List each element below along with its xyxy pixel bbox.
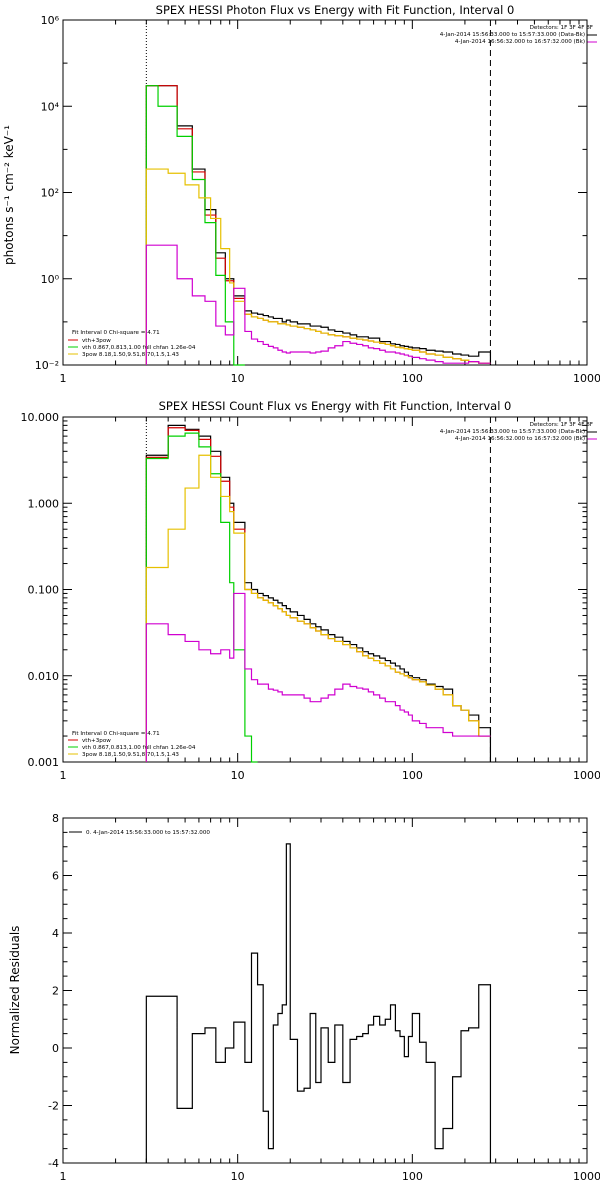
residuals-plot-frame [62,817,588,1164]
count-info-data-interval: 4-Jan-2014 15:56:33.000 to 15:57:33.000 … [440,429,585,435]
count-flux-info: Detectors: 1F 3F 4F 8F 4-Jan-2014 15:56:… [440,422,597,442]
photon-flux-title: SPEX HESSI Photon Flux vs Energy with Fi… [156,3,515,17]
photon-flux-info: Detectors: 1F 3F 4F 8F 4-Jan-2014 15:56:… [440,25,597,45]
count-flux-title: SPEX HESSI Count Flux vs Energy with Fit… [159,399,512,413]
residuals-y-tick-label: 4 [52,927,59,940]
photon-x-tick-label: 10 [231,372,245,385]
count-legend-entry-1: vth 0.867,0.813,1.00 full chfan 1.26e-04 [82,745,196,751]
count-x-tick-label: 1 [60,769,67,782]
count-series-bk [145,592,491,762]
photon-info-bk-interval: 4-Jan-2014 16:56:32.000 to 16:57:32.000 … [455,39,585,45]
count-series-data [145,424,492,762]
residuals-y-tick-label: -2 [48,1100,59,1113]
count-y-tick-label: 10.000 [21,411,60,424]
photon-legend-entry-0: vth+3pow [82,338,111,344]
residuals-x-tick-label: 100 [402,1170,423,1183]
count-series-vth-3pow [145,427,491,762]
photon-y-tick-label: 10⁶ [41,14,60,27]
residuals-y-tick-label: 8 [52,812,59,825]
count-y-tick-label: 0.100 [28,584,60,597]
count-legend-entry-0: vth+3pow [82,738,111,744]
count-y-tick-label: 0.010 [28,670,60,683]
count-legend-header: Fit Interval 0 Chi-square = 4.71 [72,731,160,737]
photon-y-tick-label: 10⁴ [41,100,60,113]
residuals-y-tick-label: 0 [52,1042,59,1055]
count-flux-panel: SPEX HESSI Count Flux vs Energy with Fit… [21,399,600,782]
count-flux-legend: Fit Interval 0 Chi-square = 4.71 vth+3po… [68,731,196,758]
photon-series-vth [145,85,245,366]
residuals-x-tick-label: 10 [231,1170,245,1183]
count-series-vth [145,432,258,763]
count-plot-frame [62,416,588,763]
residuals-y-tick-label: 2 [52,985,59,998]
residuals-legend-entry: 0. 4-Jan-2014 15:56:33.000 to 15:57:32.0… [86,830,210,836]
count-x-tick-label: 100 [402,769,423,782]
photon-y-tick-label: 10² [41,187,59,200]
photon-series-3pow [145,168,491,365]
photon-flux-ylabel: photons s⁻¹ cm⁻² keV⁻¹ [2,125,16,265]
count-info-bk-interval: 4-Jan-2014 16:56:32.000 to 16:57:32.000 … [455,436,585,442]
residuals-x-tick-label: 1000 [573,1170,600,1183]
count-x-tick-label: 1000 [573,769,600,782]
count-y-tick-label: 1.000 [28,497,60,510]
photon-y-tick-label: 10⁻² [35,359,59,372]
photon-y-tick-label: 10⁰ [41,273,60,286]
photon-x-tick-label: 100 [402,372,423,385]
photon-series-data [145,85,492,365]
photon-flux-legend: Fit Interval 0 Chi-square = 4.71 vth+3po… [68,330,196,358]
photon-flux-panel: SPEX HESSI Photon Flux vs Energy with Fi… [2,3,600,385]
photon-info-detectors: Detectors: 1F 3F 4F 8F [530,25,593,31]
photon-legend-entry-2: 3pow 8.18,1.50,9.51,8.70,1.5,1.43 [82,352,179,358]
photon-x-tick-label: 1 [60,372,67,385]
count-x-tick-label: 10 [231,769,245,782]
photon-series-vth-3pow [145,85,491,365]
photon-legend-entry-1: vth 0.867,0.813,1.00 full chfan 1.26e-04 [82,345,196,351]
photon-info-data-interval: 4-Jan-2014 15:56:33.000 to 15:57:33.000 … [440,32,585,38]
residuals-panel: Normalized Residuals 0. 4-Jan-2014 15:56… [8,812,600,1183]
count-legend-entry-2: 3pow 8.18,1.50,9.51,8.70,1.5,1.43 [82,752,179,758]
count-y-tick-label: 0.001 [28,756,60,769]
count-info-detectors: Detectors: 1F 3F 4F 8F [530,422,593,428]
residuals-y-tick-label: -4 [48,1157,59,1170]
photon-plot-frame [62,19,588,366]
residuals-y-tick-label: 6 [52,870,59,883]
photon-legend-header: Fit Interval 0 Chi-square = 4.71 [72,330,160,336]
residuals-x-tick-label: 1 [60,1170,67,1183]
count-series-3pow [145,454,491,762]
photon-series-bk [145,244,491,365]
residuals-legend: 0. 4-Jan-2014 15:56:33.000 to 15:57:32.0… [69,830,210,836]
residuals-series-residuals [145,843,492,1163]
residuals-ylabel: Normalized Residuals [8,926,22,1055]
photon-x-tick-label: 1000 [573,372,600,385]
